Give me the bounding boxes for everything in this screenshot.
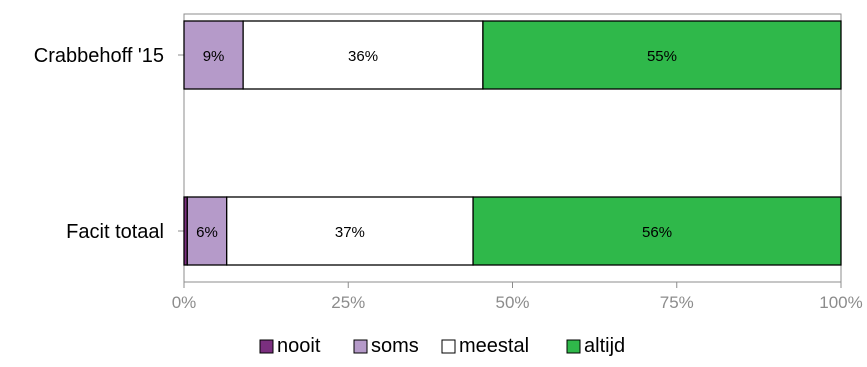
- legend-swatch-altijd: [566, 339, 581, 354]
- legend-swatch-nooit: [259, 339, 274, 354]
- category-label: Crabbehoff '15: [34, 45, 164, 67]
- axis-layer: 0% 25% 50% 75% 100% Crabbehoff '15 Facit totaa…: [34, 13, 863, 312]
- bar-meestal: [242, 20, 484, 90]
- data-label: 36%: [348, 48, 378, 65]
- legend-label: soms: [371, 335, 419, 357]
- bars-layer: [183, 20, 842, 266]
- legend-swatch-meestal: [441, 339, 456, 354]
- bar-soms: [183, 20, 244, 90]
- x-tick-label: 75%: [660, 293, 694, 312]
- x-tick-label: 100%: [819, 293, 862, 312]
- legend-label: altijd: [584, 335, 625, 357]
- data-label: 37%: [335, 224, 365, 241]
- data-label: 6%: [196, 224, 218, 241]
- data-label: 56%: [642, 224, 672, 241]
- data-label: 55%: [647, 48, 677, 65]
- x-tick-label: 0%: [172, 293, 197, 312]
- x-tick-label: 50%: [495, 293, 529, 312]
- bar-altijd: [482, 20, 842, 90]
- data-label: 9%: [203, 48, 225, 65]
- bar-soms: [186, 196, 228, 266]
- category-label: Facit totaal: [66, 221, 164, 243]
- legend-swatch-soms: [353, 339, 368, 354]
- bar-altijd: [472, 196, 842, 266]
- legend-label: meestal: [459, 335, 529, 357]
- legend: nooit soms meestal altijd: [259, 335, 625, 357]
- legend-label: nooit: [277, 335, 321, 357]
- bar-meestal: [226, 196, 474, 266]
- labels-layer: 9% 36% 55% 6% 37% 56%: [196, 48, 677, 241]
- x-tick-label: 25%: [331, 293, 365, 312]
